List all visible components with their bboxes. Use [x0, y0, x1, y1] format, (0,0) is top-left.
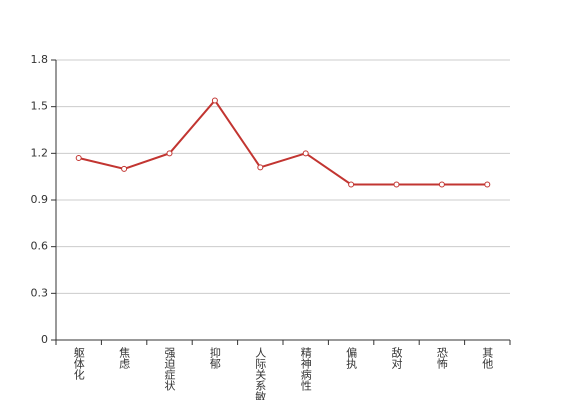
point	[484, 181, 491, 188]
x-tick-label: 焦虑	[118, 347, 131, 369]
y-tick-label: 0.6	[31, 240, 49, 253]
x-tick-label: 偏执	[345, 346, 358, 370]
y-tick-label: 1.2	[31, 146, 49, 159]
x-tick-label: 躯体化	[72, 347, 85, 381]
x-tick-label: 抑郁	[208, 346, 221, 369]
point	[438, 181, 445, 188]
y-tick-label: 0.3	[31, 286, 49, 299]
x-tick-label: 敌对	[390, 346, 403, 369]
y-tick-label: 1.5	[31, 100, 49, 113]
x-tick-label: 其他	[481, 347, 494, 369]
point	[393, 181, 400, 188]
y-tick-label: 0.9	[31, 193, 49, 206]
y-tick-label: 0	[41, 333, 48, 346]
point	[348, 181, 355, 188]
point	[166, 150, 173, 157]
point	[302, 150, 309, 157]
x-tick-label: 人际关系敏感	[254, 347, 267, 400]
x-tick-label: 精神病性	[299, 347, 312, 392]
point	[75, 155, 82, 161]
y-tick-label: 1.8	[31, 53, 49, 66]
point	[257, 164, 264, 171]
point	[121, 165, 128, 172]
line	[78, 98, 488, 186]
x-tick-label: 恐怖	[435, 347, 448, 369]
point	[211, 97, 218, 104]
x-tick-label: 强迫症状	[163, 347, 176, 391]
